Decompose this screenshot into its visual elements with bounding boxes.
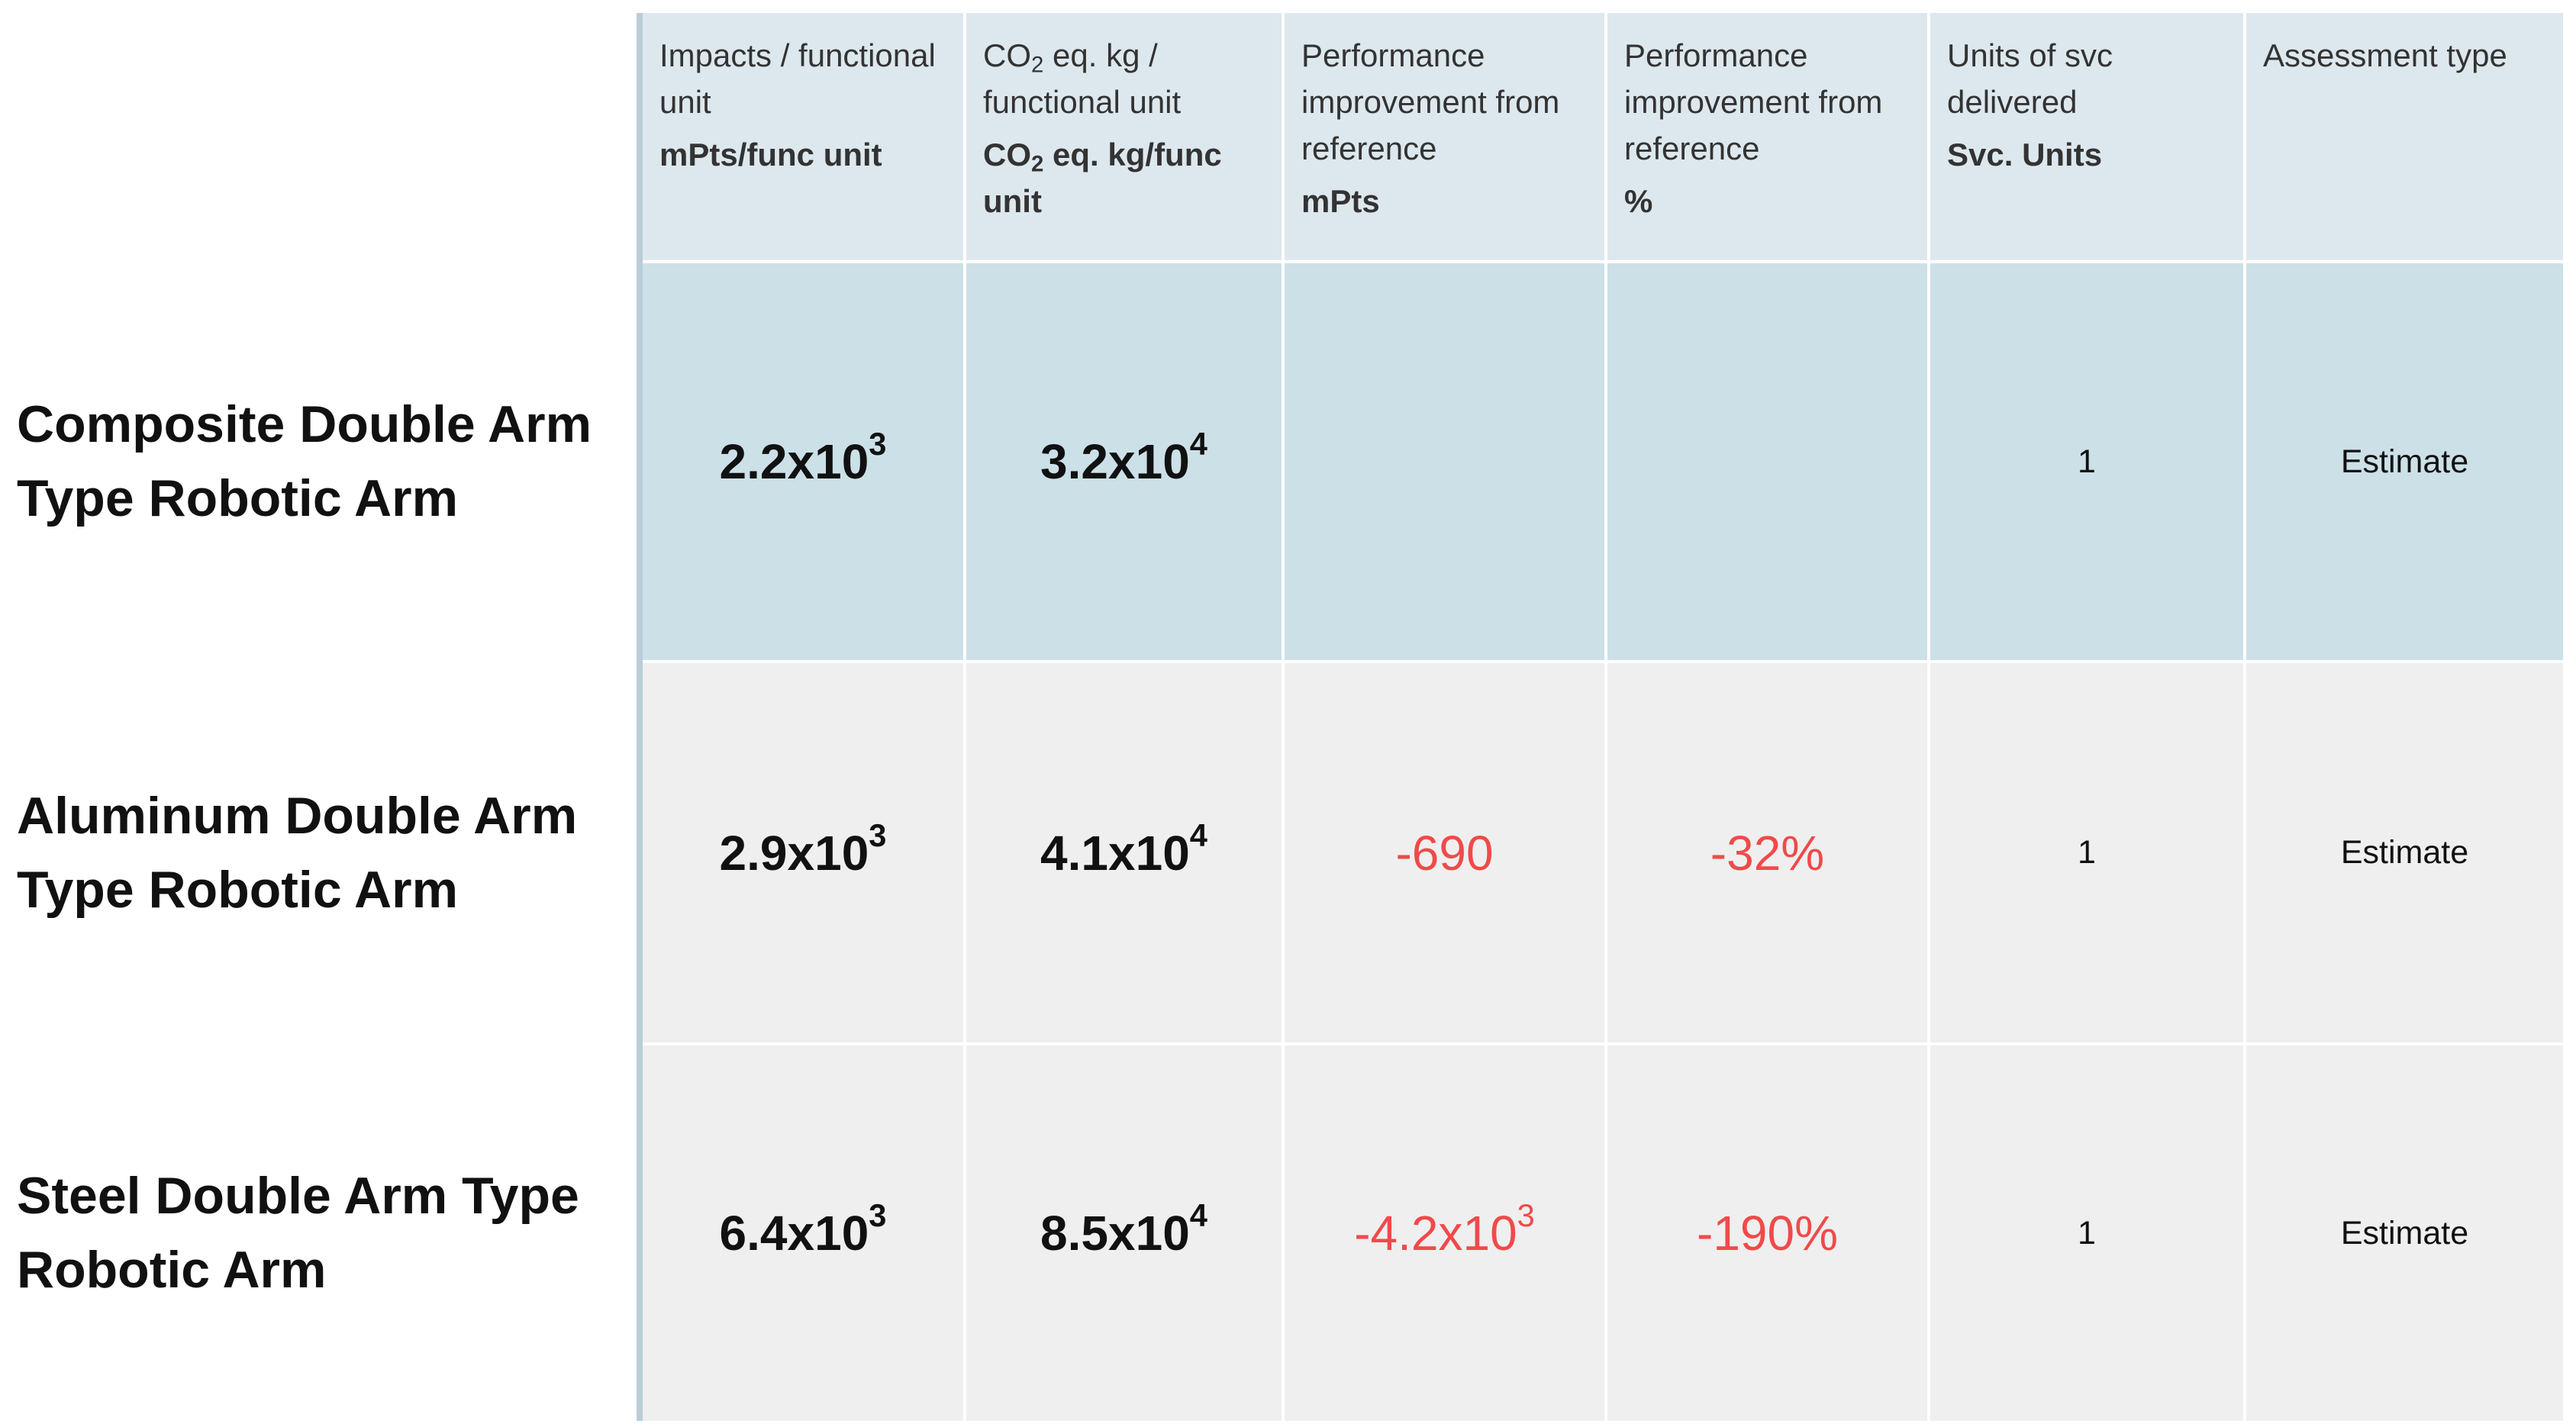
table-cell: Estimate bbox=[2246, 263, 2563, 660]
table-cell: Estimate bbox=[2246, 1045, 2563, 1421]
cell-value-sup: 3 bbox=[1517, 1197, 1535, 1233]
header-cell: Impacts / functional unit mPts/func unit bbox=[643, 13, 963, 260]
table-cell: -190% bbox=[1607, 1045, 1927, 1421]
header-title: Units of svc delivered bbox=[1947, 37, 2113, 120]
cell-value-base: 2.2x10 bbox=[719, 434, 869, 489]
header-title-sub: 2 bbox=[1031, 52, 1044, 78]
header-unit: CO2 eq. kg/func unit bbox=[983, 132, 1265, 225]
row-label: Composite Double Arm Type Robotic Arm bbox=[17, 263, 627, 660]
header-title: Impacts / functional unit bbox=[659, 33, 946, 126]
header-unit: mPts bbox=[1301, 179, 1588, 225]
cell-value-base: 8.5x10 bbox=[1040, 1206, 1190, 1261]
cell-value: 2.2x103 bbox=[719, 428, 887, 490]
cell-value: -32% bbox=[1710, 825, 1825, 881]
cell-value: 8.5x104 bbox=[1040, 1200, 1207, 1261]
table-cell bbox=[1607, 263, 1927, 660]
table-cell: -690 bbox=[1285, 663, 1604, 1042]
cell-value-sup: 4 bbox=[1189, 425, 1207, 462]
header-unit: CO2 eq. kg/func unit bbox=[983, 137, 1222, 219]
header-unit: mPts/func unit bbox=[659, 136, 882, 172]
cell-value-base: -4.2x10 bbox=[1354, 1206, 1517, 1261]
header-cell: Assessment type bbox=[2246, 13, 2563, 260]
cell-value: 6.4x103 bbox=[719, 1200, 887, 1261]
cell-value-sup: 3 bbox=[869, 1197, 887, 1233]
header-title: Performance improvement from reference bbox=[1624, 33, 1910, 172]
header-unit: Svc. Units bbox=[1947, 136, 2103, 172]
cell-value-sup: 4 bbox=[1189, 1197, 1207, 1233]
cell-value-base: 3.2x10 bbox=[1040, 434, 1190, 489]
cell-value-sup: 4 bbox=[1189, 817, 1207, 853]
cell-value: Estimate bbox=[2340, 443, 2469, 480]
header-title: Performance improvement from reference bbox=[1301, 37, 1560, 166]
table-cell: 3.2x104 bbox=[966, 263, 1282, 660]
header-unit-sub: 2 bbox=[1031, 151, 1044, 177]
header-title: CO2 eq. kg / functional unit bbox=[983, 37, 1181, 120]
header-title-pre: CO bbox=[983, 37, 1031, 73]
header-title-post: eq. kg / functional unit bbox=[983, 37, 1182, 120]
header-cell: Performance improvement from reference% bbox=[1607, 13, 1927, 260]
cell-value: -4.2x103 bbox=[1354, 1200, 1535, 1261]
table-cell: 4.1x104 bbox=[966, 663, 1282, 1042]
header-unit-pre: CO bbox=[983, 136, 1031, 172]
table-cell: -32% bbox=[1607, 663, 1927, 1042]
row-label-text: Steel Double Arm Type Robotic Arm bbox=[17, 1167, 579, 1299]
table-cell: 8.5x104 bbox=[966, 1045, 1282, 1421]
table-cell: Estimate bbox=[2246, 663, 2563, 1042]
row-label-text: Composite Double Arm Type Robotic Arm bbox=[17, 395, 592, 527]
header-title: Assessment type bbox=[2263, 33, 2546, 79]
table-cell: 6.4x103 bbox=[643, 1045, 963, 1421]
table-cell: 2.9x103 bbox=[643, 663, 963, 1042]
header-unit-post: eq. kg/func unit bbox=[983, 136, 1222, 219]
header-title: Performance improvement from reference bbox=[1301, 33, 1588, 172]
cell-value: 2.9x103 bbox=[719, 819, 887, 881]
table-cell: -4.2x103 bbox=[1285, 1045, 1604, 1421]
header-unit: % bbox=[1624, 179, 1910, 225]
header-cell: Units of svc delivered Svc. Units bbox=[1930, 13, 2243, 260]
cell-value: 1 bbox=[2078, 834, 2096, 871]
cell-value: -690 bbox=[1395, 825, 1494, 881]
table-cell: 1 bbox=[1930, 263, 2243, 660]
header-title: CO2 eq. kg / functional unit bbox=[983, 33, 1265, 126]
header-title: Impacts / functional unit bbox=[659, 37, 936, 120]
row-label-text: Aluminum Double Arm Type Robotic Arm bbox=[17, 786, 578, 919]
table-cell: 2.2x103 bbox=[643, 263, 963, 660]
header-title: Performance improvement from reference bbox=[1624, 37, 1883, 166]
cell-value: Estimate bbox=[2340, 834, 2469, 871]
cell-value: 1 bbox=[2078, 1214, 2096, 1251]
cell-value-sup: 3 bbox=[869, 817, 887, 853]
row-label: Aluminum Double Arm Type Robotic Arm bbox=[17, 663, 627, 1042]
cell-value: Estimate bbox=[2340, 1214, 2469, 1251]
cell-value: 4.1x104 bbox=[1040, 819, 1207, 881]
header-unit: mPts/func unit bbox=[659, 132, 946, 179]
header-cell: CO2 eq. kg / functional unit CO2 eq. kg/f… bbox=[966, 13, 1282, 260]
table-cell: 1 bbox=[1930, 1045, 2243, 1421]
cell-value: 3.2x104 bbox=[1040, 428, 1207, 490]
header-unit: % bbox=[1624, 182, 1653, 219]
table-cell bbox=[1285, 263, 1604, 660]
header-cell: Performance improvement from reference mP… bbox=[1285, 13, 1604, 260]
row-label: Steel Double Arm Type Robotic Arm bbox=[17, 1045, 627, 1421]
row-strip bbox=[637, 13, 643, 1421]
cell-value-sup: 3 bbox=[869, 425, 887, 462]
header-title: Assessment type bbox=[2263, 37, 2507, 73]
cell-value-base: 6.4x10 bbox=[719, 1206, 869, 1261]
table-cell: 1 bbox=[1930, 663, 2243, 1042]
header-unit: mPts bbox=[1301, 182, 1380, 219]
cell-value-base: 2.9x10 bbox=[719, 825, 869, 881]
header-title: Units of svc delivered bbox=[1947, 33, 2226, 126]
header-unit: Svc. Units bbox=[1947, 132, 2226, 179]
cell-value: -190% bbox=[1697, 1206, 1838, 1261]
cell-value-base: 4.1x10 bbox=[1040, 825, 1190, 881]
cell-value: 1 bbox=[2078, 443, 2096, 480]
